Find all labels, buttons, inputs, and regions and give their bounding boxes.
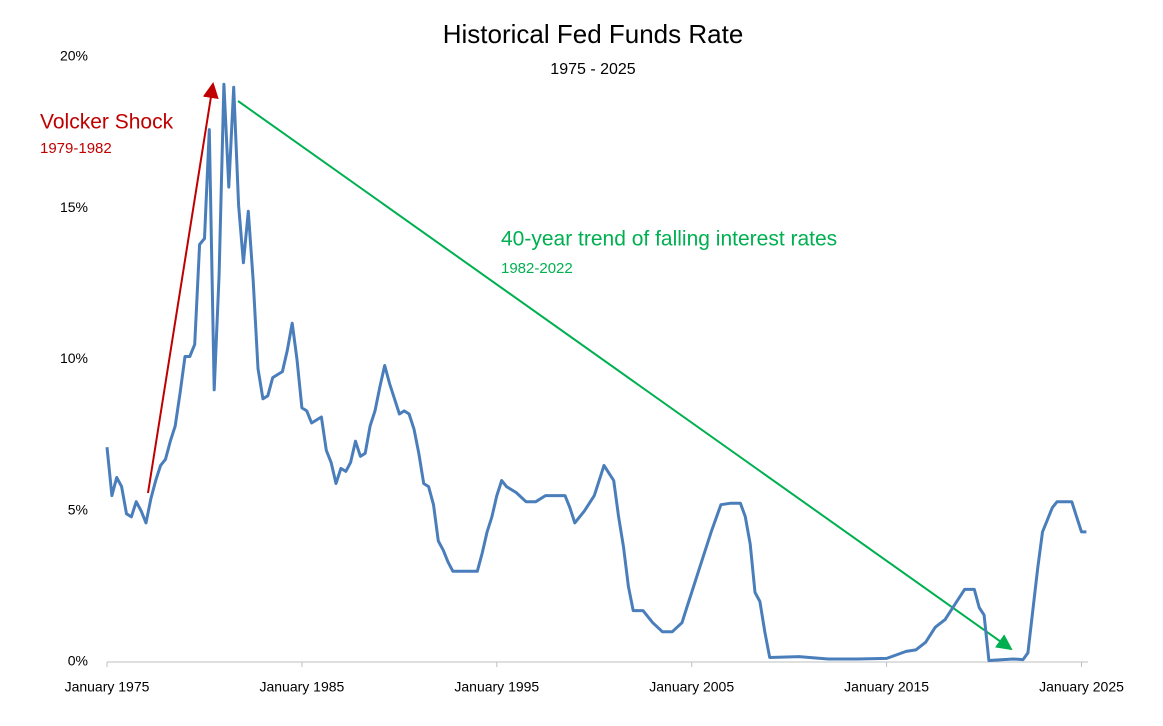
x-tick-label: January 2025: [1039, 679, 1124, 695]
x-tick-label: January 2005: [649, 679, 734, 695]
y-tick-label: 15%: [60, 199, 88, 215]
annotation: 40-year trend of falling interest rates: [501, 228, 837, 251]
line-series: [105, 82, 1087, 662]
y-tick-label: 10%: [60, 350, 88, 366]
volcker-arrow: [147, 82, 219, 494]
annotation: Volcker Shock: [40, 111, 174, 134]
chart-subtitle: 1975 - 2025: [550, 61, 636, 78]
trend-arrow: [237, 100, 1013, 651]
x-tick-label: January 1985: [259, 679, 344, 695]
y-tick-label: 20%: [60, 48, 88, 64]
x-tick-label: January 1995: [454, 679, 539, 695]
y-tick-label: 5%: [68, 501, 88, 517]
y-tick-label: 0%: [68, 653, 88, 669]
annotation: 1982-2022: [501, 260, 573, 277]
x-tick-label: January 1975: [65, 679, 150, 695]
x-tick-label: January 2015: [844, 679, 929, 695]
chart-title: Historical Fed Funds Rate: [443, 19, 744, 49]
annotation: 1979-1982: [40, 140, 112, 157]
